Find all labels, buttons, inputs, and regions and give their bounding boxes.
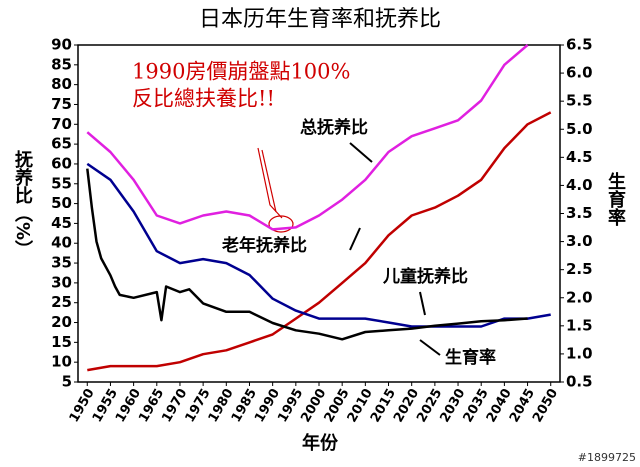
y-tick-label: 20	[51, 313, 72, 331]
y-tick-label: 90	[51, 36, 72, 54]
y2-tick-label: 2.0	[566, 288, 593, 306]
y2-tick-label: 6.0	[566, 64, 593, 82]
x-axis-title: 年份	[302, 432, 339, 454]
label-arrow	[349, 142, 373, 163]
chart-title: 日本历年生育率和抚养比	[199, 7, 441, 32]
y-tick-label: 70	[51, 115, 72, 133]
label-arrow	[349, 227, 361, 251]
series-line	[86, 168, 528, 341]
y-tick-label: 55	[51, 174, 72, 192]
y-tick-label: 35	[51, 254, 72, 272]
y-axis-title: 抚养比（%）	[12, 150, 34, 258]
label-arrow	[419, 339, 441, 356]
y2-tick-label: 5.5	[566, 92, 593, 110]
series-line	[86, 162, 551, 328]
y2-tick-label: 1.0	[566, 344, 593, 362]
series-label: 生育率	[445, 347, 496, 368]
y2-tick-label: 1.5	[566, 316, 593, 334]
series-line	[87, 111, 552, 372]
series-label: 儿童抚养比	[382, 266, 468, 287]
y-tick-label: 10	[51, 353, 72, 371]
series-line	[86, 44, 529, 231]
annotation-arrow	[261, 149, 277, 213]
series-label: 总抚养比	[300, 117, 368, 138]
y-tick-label: 40	[51, 234, 72, 252]
y2-tick-label: 0.5	[566, 373, 593, 391]
annotation: 反比總扶養比!!	[132, 87, 275, 111]
y-tick-label: 80	[51, 75, 72, 93]
y-tick-label: 65	[51, 135, 72, 153]
y2-tick-label: 4.0	[566, 176, 593, 194]
y-tick-label: 45	[51, 214, 72, 232]
highlight-circle	[268, 215, 294, 233]
y-tick-label: 60	[51, 154, 72, 172]
y-tick-label: 85	[51, 55, 72, 73]
y2-tick-label: 4.5	[566, 148, 593, 166]
annotation-arrow	[257, 147, 283, 219]
y2-tick-label: 5.0	[566, 120, 593, 138]
y-tick-label: 5	[62, 373, 72, 391]
y-tick-label: 15	[51, 333, 72, 351]
y-tick-label: 75	[51, 95, 72, 113]
y2-tick-label: 2.5	[566, 260, 593, 278]
y-tick-label: 50	[51, 194, 72, 212]
y-tick-label: 25	[51, 293, 72, 311]
y2-tick-label: 3.0	[566, 232, 593, 250]
y2-tick-label: 3.5	[566, 204, 593, 222]
watermark: #1899725	[578, 451, 636, 464]
series-label: 老年抚养比	[221, 235, 307, 256]
y2-tick-label: 6.5	[566, 36, 593, 54]
label-arrow	[419, 291, 426, 316]
y-tick-label: 30	[51, 273, 72, 291]
annotation: 1990房價崩盤點100%	[132, 60, 350, 84]
y2-axis-title: 生育率	[605, 171, 626, 227]
